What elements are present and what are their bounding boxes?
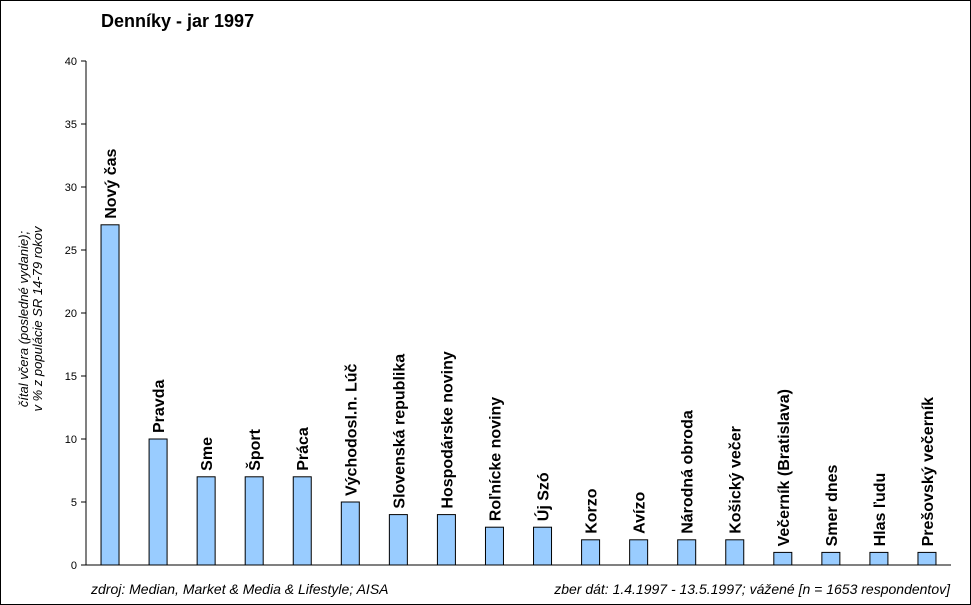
bar-labels: Nový čas Pravda Sme Šport Práca Východosl.n. …	[103, 148, 937, 546]
bar	[821, 551, 841, 566]
bar	[773, 551, 793, 566]
source-note: zdroj: Median, Market & Media & Lifestyl…	[91, 581, 389, 597]
bar	[340, 501, 360, 566]
bar-label: Nový čas	[103, 148, 120, 218]
bar	[869, 551, 889, 566]
bar	[533, 526, 553, 566]
bar-label: Prešovský večerník	[920, 397, 937, 547]
chart-title: Denníky - jar 1997	[101, 11, 255, 31]
bar-label: Sme	[199, 437, 216, 471]
bar	[436, 514, 456, 566]
collection-dates-note: zber dát: 1.4.1997 - 13.5.1997; vážené […	[554, 581, 950, 597]
bar-label: Roľnícke noviny	[487, 397, 504, 522]
y-tick-label: 35	[65, 119, 77, 131]
bar	[917, 551, 937, 566]
y-tick-label: 40	[65, 56, 77, 68]
bar-label: Práca	[295, 427, 312, 471]
bar-label: Šport	[245, 428, 264, 470]
bar	[484, 526, 504, 566]
bar-label: Korzo	[584, 488, 601, 534]
bar-label: Avízo	[632, 491, 649, 533]
bar-label: Hlas ľudu	[872, 473, 889, 547]
bar	[244, 476, 264, 566]
bar-label: Večerník (Bratislava)	[776, 389, 793, 546]
bars	[100, 224, 937, 566]
bar-label: Hospodárske noviny	[439, 351, 456, 508]
bar-label: Smer dnes	[824, 464, 841, 546]
y-tick-label: 25	[65, 245, 77, 257]
bar	[725, 539, 745, 566]
bar	[388, 514, 408, 566]
bar	[677, 539, 697, 566]
bar	[196, 476, 216, 566]
y-tick-label: 0	[71, 560, 77, 572]
y-axis-ticks: 0 5 10 15 20 25 30 35 40	[65, 56, 86, 572]
y-tick-label: 10	[65, 434, 77, 446]
y-tick-label: 30	[65, 182, 77, 194]
y-tick-label: 20	[65, 308, 77, 320]
y-tick-label: 15	[65, 371, 77, 383]
bar-label: Pravda	[151, 380, 168, 433]
bar	[629, 539, 649, 566]
bar-label: Slovenská republika	[391, 354, 408, 509]
bar-label: Národná obroda	[680, 410, 697, 534]
bar-label: Košický večer	[728, 426, 745, 534]
bar-label: Východosl.n. Lúč	[343, 363, 360, 496]
bar	[292, 476, 312, 566]
bar	[581, 539, 601, 566]
y-tick-label: 5	[71, 497, 77, 509]
bar	[148, 438, 168, 566]
bar	[100, 224, 120, 566]
bar-label: Új Szó	[534, 472, 553, 521]
